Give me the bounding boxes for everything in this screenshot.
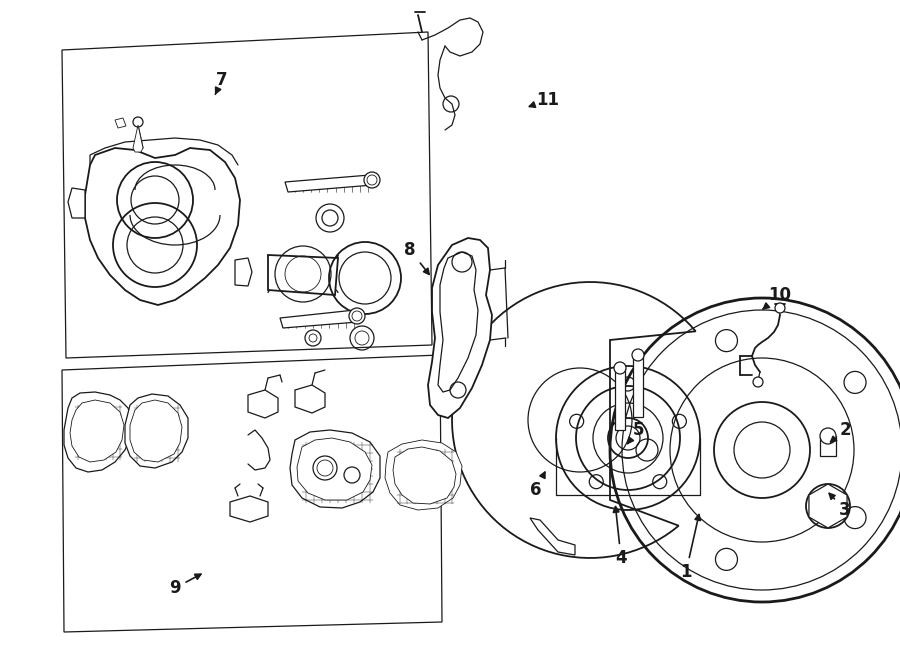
Polygon shape [62,355,442,632]
Circle shape [632,349,644,361]
Polygon shape [385,440,462,510]
Polygon shape [68,188,85,218]
Polygon shape [125,394,188,468]
Text: 8: 8 [404,241,429,274]
Polygon shape [115,118,126,128]
Polygon shape [285,175,373,192]
Polygon shape [820,436,836,456]
Polygon shape [428,238,492,418]
Polygon shape [133,125,143,152]
Polygon shape [230,496,268,522]
Polygon shape [290,430,380,508]
Text: 4: 4 [613,506,626,567]
Circle shape [352,311,362,321]
Polygon shape [130,400,182,462]
Circle shape [820,428,836,444]
Circle shape [775,303,785,313]
Polygon shape [64,392,132,472]
Circle shape [367,175,377,185]
Text: 1: 1 [680,514,700,581]
Text: 2: 2 [831,421,850,442]
Polygon shape [438,252,478,392]
Polygon shape [280,310,358,328]
Polygon shape [235,258,252,286]
Polygon shape [393,447,456,504]
Polygon shape [530,518,575,555]
Polygon shape [809,484,847,528]
Circle shape [133,117,143,127]
Polygon shape [615,368,625,430]
Text: 10: 10 [763,286,791,309]
Text: 5: 5 [627,421,644,444]
Circle shape [753,377,763,387]
Polygon shape [295,385,325,413]
Text: 7: 7 [215,71,228,95]
Text: 3: 3 [829,493,850,519]
Polygon shape [452,282,696,558]
Polygon shape [268,255,338,295]
Polygon shape [85,148,240,305]
Circle shape [614,362,626,374]
Polygon shape [633,355,643,417]
Polygon shape [297,438,372,500]
Circle shape [349,308,365,324]
Polygon shape [62,32,432,358]
Text: 9: 9 [169,574,201,597]
Polygon shape [70,400,124,462]
Circle shape [364,172,380,188]
Polygon shape [248,390,278,418]
Text: 6: 6 [530,472,544,499]
Text: 11: 11 [529,91,560,109]
